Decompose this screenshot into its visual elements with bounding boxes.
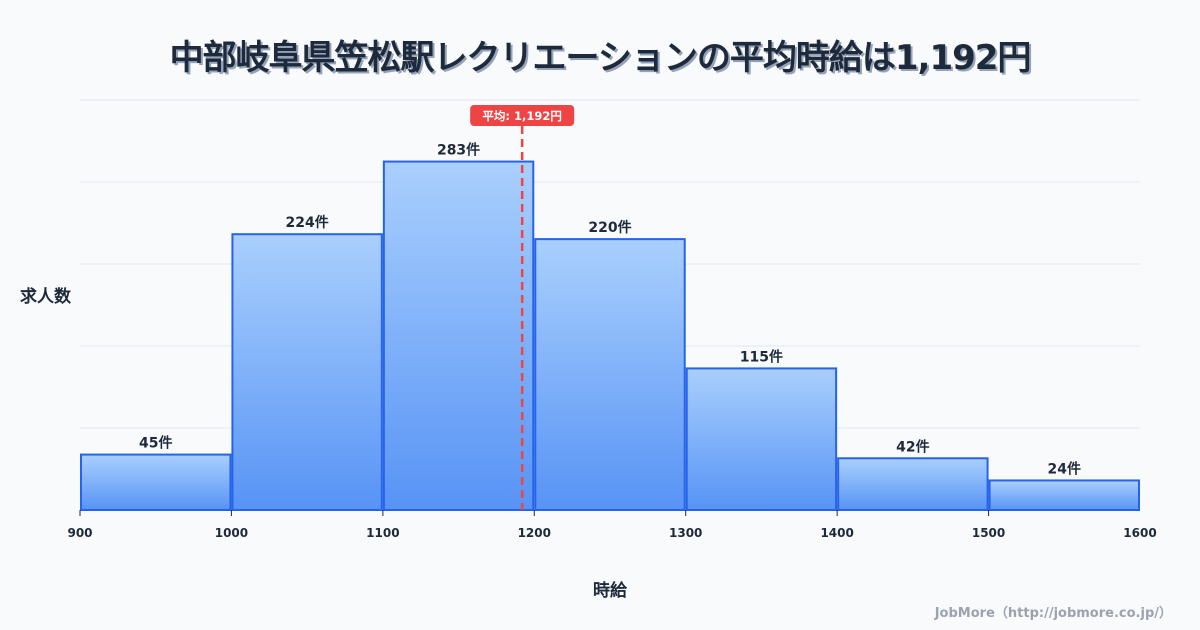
x-tick-label: 900 (67, 526, 92, 540)
bar-value-label: 115件 (740, 348, 783, 365)
x-tick-label: 1300 (669, 526, 702, 540)
bar-value-label: 224件 (286, 214, 329, 231)
x-axis-label: 時給 (593, 581, 627, 601)
histogram-bar (988, 479, 1140, 511)
histogram-bar (231, 233, 383, 512)
x-tick-label: 1200 (518, 526, 551, 540)
x-tick-label: 1400 (820, 526, 853, 540)
bar-value-label: 45件 (139, 435, 172, 452)
bars: 45件 224件 283件 220件 115件 42件 24件 (80, 142, 1140, 512)
histogram-bar (837, 457, 989, 512)
y-axis-label: 求人数 (20, 287, 71, 307)
histogram-bar (534, 238, 686, 512)
mean-line: 平均: 1,192円 (470, 105, 575, 510)
mean-badge-label: 平均: 1,192円 (482, 109, 561, 123)
chart-title: 中部岐阜県笠松駅レクリエーションの平均時給は1,192円 (169, 38, 1032, 78)
histogram-bar (685, 367, 838, 512)
histogram-bar (80, 453, 232, 512)
x-axis-ticks: 900 1000 1100 1200 1300 1400 1500 1600 (67, 510, 1157, 540)
mean-badge (470, 105, 575, 126)
x-tick-label: 1600 (1123, 526, 1156, 540)
bar-value-label: 24件 (1048, 460, 1081, 477)
bar-value-label: 42件 (896, 438, 929, 455)
bar-value-label: 283件 (437, 142, 480, 159)
watermark: JobMore（http://jobmore.co.jp/） (934, 606, 1172, 621)
x-tick-label: 1000 (215, 526, 248, 540)
bar-value-label: 220件 (588, 219, 631, 236)
histogram-bar (382, 160, 535, 511)
x-tick-label: 1500 (972, 526, 1005, 540)
x-tick-label: 1100 (366, 526, 399, 540)
